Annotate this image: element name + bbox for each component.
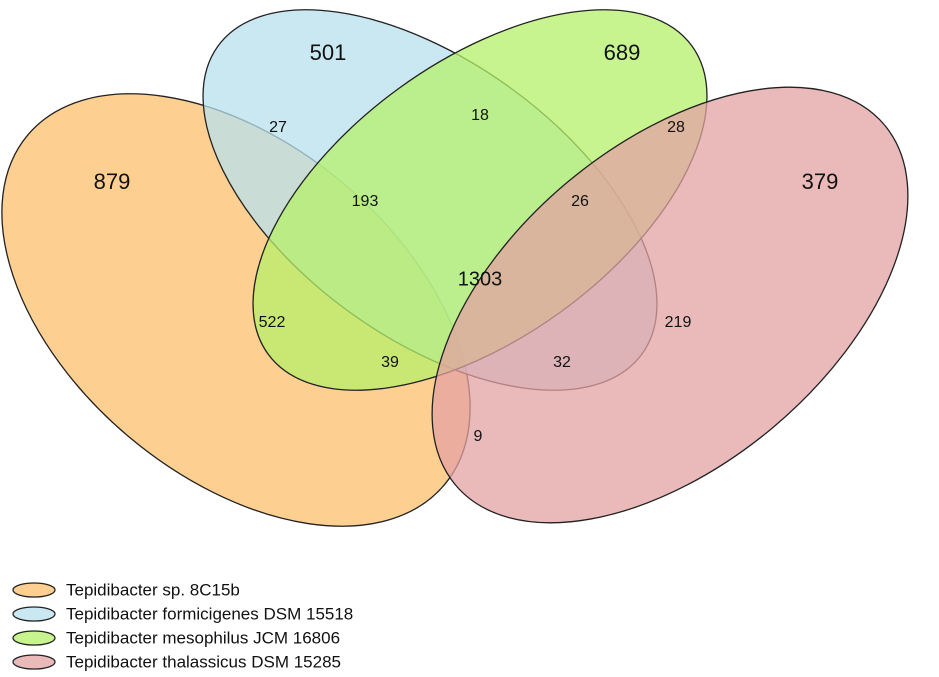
region-count-bcd: 26 [571,193,589,210]
region-count-d: 379 [802,169,839,194]
legend: Tepidibacter sp. 8C15b Tepidibacter form… [12,580,353,671]
region-count-abd: 32 [553,354,571,371]
region-count-c: 689 [604,40,641,65]
region-count-bc: 18 [471,107,489,124]
region-count-acd: 39 [381,354,399,371]
legend-swatch-formicigenes [12,606,56,622]
region-count-a: 879 [94,169,131,194]
region-count-ac: 522 [259,314,286,331]
legend-label-sp-8c15b: Tepidibacter sp. 8C15b [66,580,240,599]
legend-item: Tepidibacter thalassicus DSM 15285 [12,652,341,671]
region-count-bd: 219 [665,314,692,331]
legend-label-formicigenes: Tepidibacter formicigenes DSM 15518 [66,604,353,623]
legend-item: Tepidibacter sp. 8C15b [12,580,240,599]
region-count-ab: 27 [269,119,287,136]
region-count-ad: 9 [474,428,483,445]
region-count-abcd: 1303 [458,268,503,290]
legend-label-mesophilus: Tepidibacter mesophilus JCM 16806 [66,628,340,647]
region-count-cd: 28 [667,119,685,136]
region-count-abc: 193 [352,193,379,210]
legend-swatch-thalassicus [12,654,56,670]
legend-swatch-mesophilus [12,630,56,646]
legend-item: Tepidibacter mesophilus JCM 16806 [12,628,340,647]
legend-swatch-sp-8c15b [12,582,56,598]
set-ellipse-thalassicus [431,86,909,524]
legend-item: Tepidibacter formicigenes DSM 15518 [12,604,353,623]
legend-label-thalassicus: Tepidibacter thalassicus DSM 15285 [66,652,341,671]
region-count-b: 501 [310,40,347,65]
